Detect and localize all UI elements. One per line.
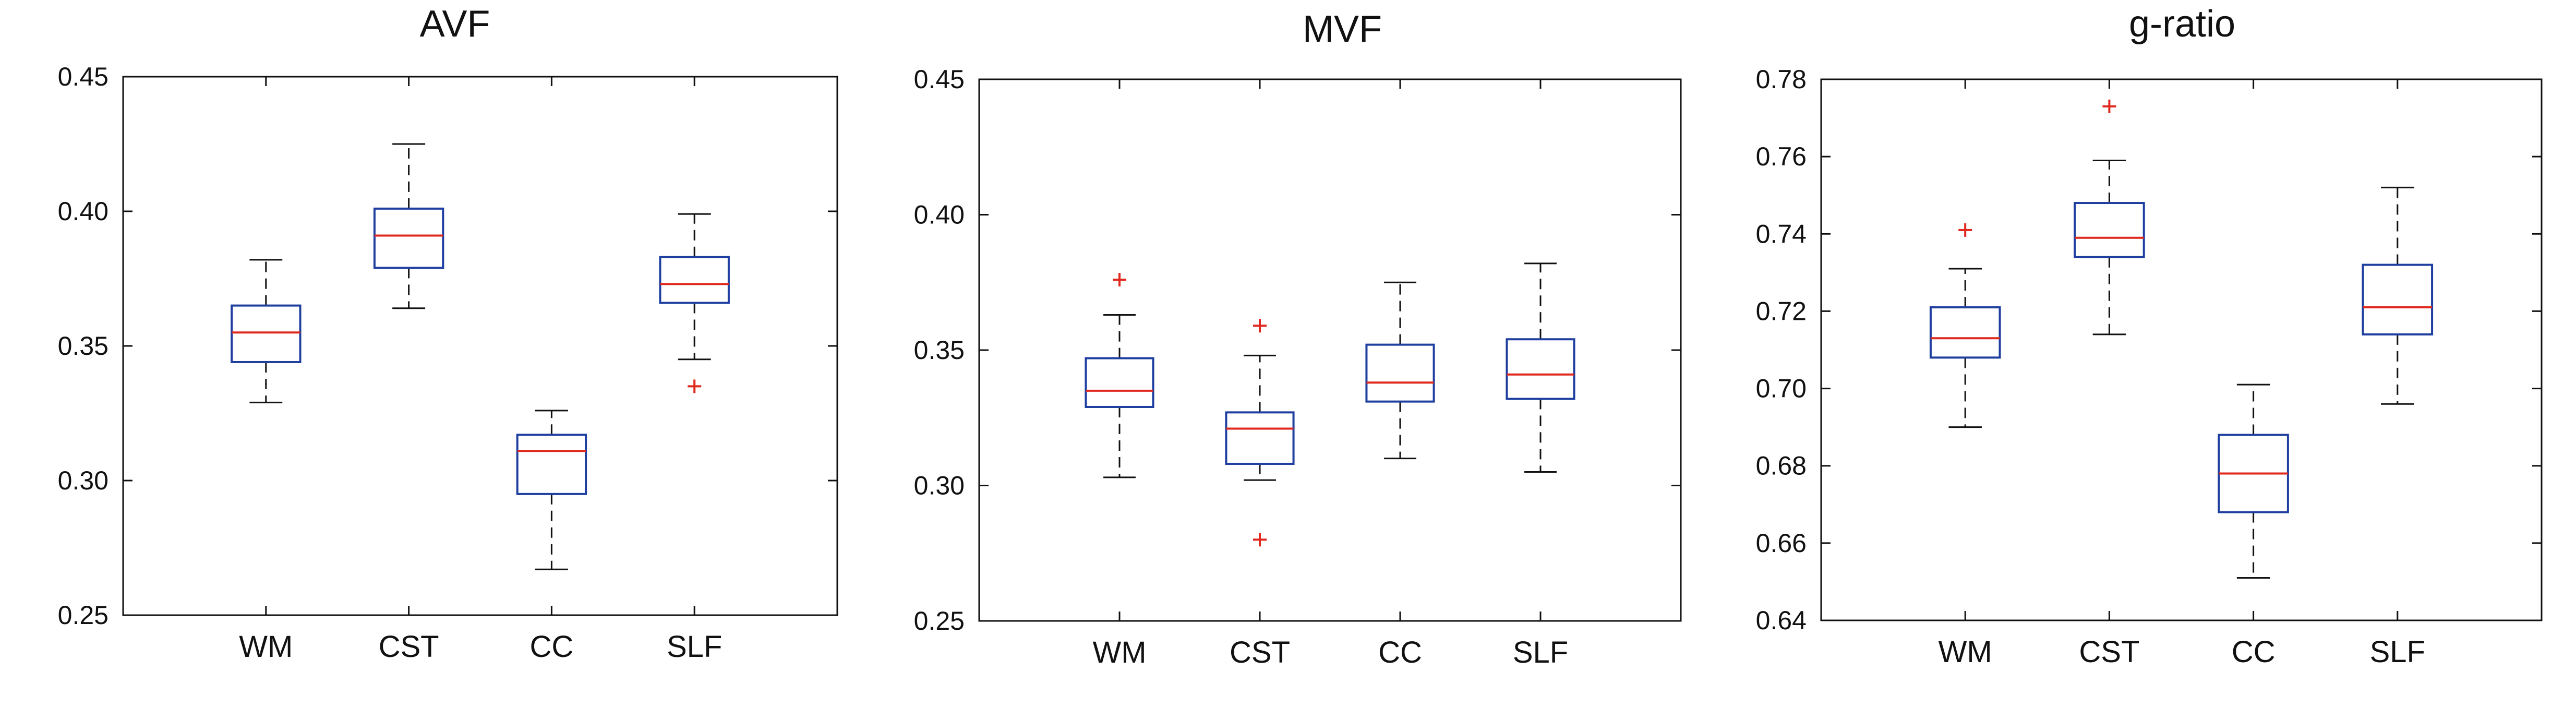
outlier-marker — [1958, 223, 1972, 237]
box-slf — [1506, 262, 1575, 473]
x-tick-label: CC — [1378, 636, 1422, 669]
y-tick-label: 0.78 — [1756, 65, 1807, 94]
y-tick-label: 0.45 — [58, 62, 109, 91]
chart-title: g-ratio — [2129, 3, 2235, 45]
iqr-box — [1929, 306, 2001, 359]
iqr-box — [231, 304, 302, 363]
x-tick-label: CST — [2079, 635, 2139, 669]
y-tick-label: 0.30 — [914, 471, 965, 500]
box-cc — [1365, 281, 1435, 460]
y-tick-label: 0.66 — [1756, 529, 1807, 558]
x-tick-label: SLF — [2370, 635, 2425, 669]
box-slf — [659, 213, 730, 393]
chart-title: AVF — [420, 3, 490, 45]
box-wm — [1085, 273, 1154, 478]
box-cst — [1225, 319, 1295, 547]
x-tick-label: WM — [239, 630, 293, 664]
x-tick-label: CC — [2232, 635, 2276, 669]
y-tick-label: 0.25 — [914, 606, 965, 636]
outlier-marker — [2102, 99, 2116, 113]
y-tick-label: 0.68 — [1756, 451, 1807, 481]
y-tick-label: 0.40 — [914, 200, 965, 230]
box-cst — [373, 143, 444, 309]
iqr-box — [1365, 343, 1435, 403]
chart-panel-1: AVF 0.25 0.30 0.35 0.40 0.45 WM CST CC SLF — [58, 3, 838, 664]
x-tick-label: SLF — [1513, 636, 1568, 669]
box-slf — [2362, 186, 2434, 405]
y-tick-label: 0.35 — [914, 335, 965, 365]
iqr-box — [1506, 338, 1575, 400]
iqr-box — [2074, 202, 2145, 258]
box-cst — [2074, 99, 2145, 335]
box-wm — [231, 259, 302, 403]
x-tick-label: CST — [379, 630, 439, 664]
y-tick-label: 0.76 — [1756, 142, 1807, 171]
y-tick-label: 0.30 — [58, 466, 109, 495]
iqr-box — [1085, 357, 1154, 408]
y-tick-label: 0.40 — [58, 197, 109, 226]
outlier-marker — [1253, 319, 1267, 333]
iqr-box — [659, 256, 730, 304]
box-wm — [1929, 223, 2001, 428]
chart-title: MVF — [1303, 8, 1382, 50]
y-tick-label: 0.72 — [1756, 296, 1807, 326]
x-tick-label: SLF — [667, 630, 722, 664]
chart-panel-3: g-ratio 0.64 0.66 0.68 0.70 0.72 0.74 0.76 0.78 W… — [1756, 3, 2543, 669]
plot-frame — [978, 78, 1682, 622]
y-tick-label: 0.74 — [1756, 219, 1807, 248]
iqr-box — [1225, 411, 1295, 465]
y-tick-label: 0.64 — [1756, 606, 1807, 635]
box-cc — [516, 410, 587, 570]
iqr-box — [373, 207, 444, 269]
x-tick-label: WM — [1939, 635, 1992, 669]
iqr-box — [2362, 263, 2434, 335]
y-tick-label: 0.25 — [58, 601, 109, 630]
x-tick-label: WM — [1092, 636, 1146, 669]
chart-panel-2: MVF 0.25 0.30 0.35 0.40 0.45 WM CST CC SLF — [914, 8, 1682, 669]
x-tick-label: CST — [1230, 636, 1290, 669]
plot-frame — [1820, 78, 2543, 621]
x-tick-label: CC — [530, 630, 574, 664]
outlier-marker — [1113, 273, 1126, 287]
y-tick-label: 0.35 — [58, 331, 109, 361]
outlier-marker — [1253, 533, 1267, 547]
outlier-marker — [688, 379, 702, 393]
plot-frame — [122, 76, 838, 616]
iqr-box — [516, 434, 587, 495]
y-tick-label: 0.45 — [914, 65, 965, 94]
box-cc — [2218, 384, 2289, 579]
y-tick-label: 0.70 — [1756, 374, 1807, 403]
